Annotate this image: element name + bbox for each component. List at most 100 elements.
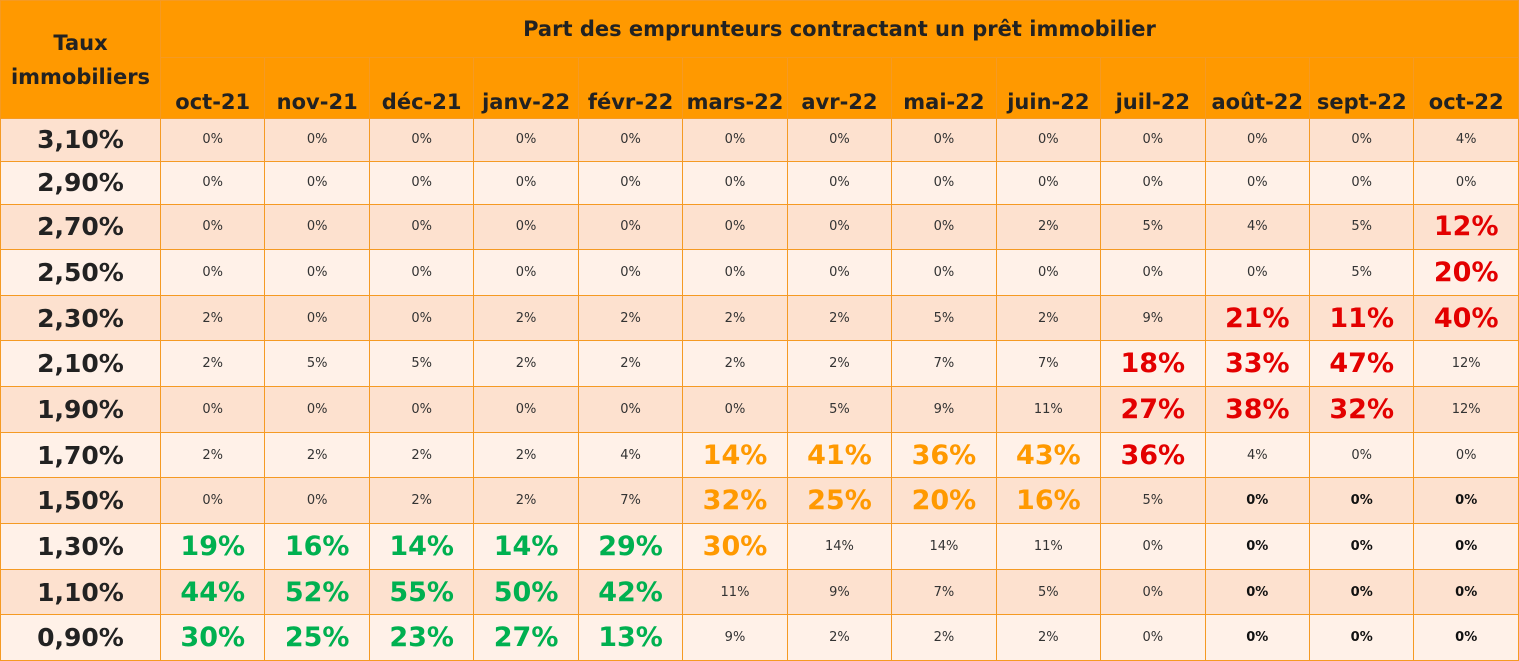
share-cell: 11% [995, 523, 1102, 570]
share-cell: 0% [1413, 477, 1519, 525]
share-cell: 0% [995, 249, 1102, 296]
share-cell: 7% [577, 477, 684, 525]
share-cell: 7% [995, 340, 1102, 388]
rate-cell: 1,30% [0, 523, 161, 570]
share-cell: 14% [891, 523, 997, 570]
share-cell: 2% [786, 294, 893, 342]
month-header: mai-22 [891, 57, 997, 119]
corner-label: Taux immobiliers [0, 0, 161, 119]
share-cell: 0% [159, 249, 266, 296]
share-cell: 2% [891, 614, 997, 661]
share-cell: 30% [159, 614, 266, 661]
share-cell: 9% [786, 568, 893, 616]
share-cell: 2% [577, 340, 684, 388]
table-row: 0,90% 30% 25% 23% 27% 13% 9% 2% 2% 2% 0% 0% 0% 0% [0, 614, 1519, 661]
share-cell: 0% [1204, 568, 1310, 616]
share-cell: 2% [577, 294, 684, 342]
share-cell: 0% [368, 203, 475, 251]
share-cell: 2% [368, 431, 475, 479]
share-cell: 0% [159, 203, 266, 251]
share-cell: 0% [473, 386, 579, 433]
share-cell: 2% [159, 294, 266, 342]
share-cell: 9% [1100, 294, 1206, 342]
share-cell: 11% [682, 568, 788, 616]
share-cell: 0% [995, 160, 1102, 205]
share-cell: 5% [995, 568, 1102, 616]
share-cell: 42% [577, 568, 684, 616]
rate-cell: 1,10% [0, 568, 161, 616]
share-cell: 11% [995, 386, 1102, 433]
share-cell: 0% [1413, 568, 1519, 616]
share-cell: 7% [891, 340, 997, 388]
share-cell: 38% [1204, 386, 1310, 433]
share-cell: 0% [473, 160, 579, 205]
share-cell: 0% [1204, 523, 1310, 570]
share-cell: 5% [1308, 203, 1415, 251]
share-cell: 9% [891, 386, 997, 433]
share-cell: 0% [1100, 568, 1206, 616]
share-cell: 0% [577, 386, 684, 433]
month-header: sept-22 [1308, 57, 1415, 119]
share-cell: 5% [1308, 249, 1415, 296]
share-cell: 0% [891, 203, 997, 251]
share-cell: 0% [786, 160, 893, 205]
share-cell: 16% [995, 477, 1102, 525]
share-cell: 29% [577, 523, 684, 570]
rate-cell: 2,10% [0, 340, 161, 388]
share-cell: 0% [995, 118, 1102, 162]
share-cell: 23% [368, 614, 475, 661]
share-cell: 0% [1308, 477, 1415, 525]
month-header: nov-21 [264, 57, 370, 119]
table-row: 1,70% 2% 2% 2% 2% 4% 14% 41% 36% 43% 36% 4% 0% 0% [0, 431, 1519, 479]
share-cell: 2% [995, 203, 1102, 251]
share-cell: 2% [995, 294, 1102, 342]
share-cell: 0% [577, 203, 684, 251]
share-cell: 0% [368, 118, 475, 162]
share-cell: 2% [473, 294, 579, 342]
share-cell: 0% [368, 249, 475, 296]
share-cell: 36% [1100, 431, 1206, 479]
share-cell: 0% [473, 249, 579, 296]
share-cell: 0% [473, 118, 579, 162]
share-cell: 2% [786, 614, 893, 661]
share-cell: 0% [1204, 249, 1310, 296]
month-header: mars-22 [682, 57, 788, 119]
share-cell: 2% [473, 477, 579, 525]
share-cell: 0% [264, 203, 370, 251]
month-header: juil-22 [1100, 57, 1206, 119]
rate-cell: 1,90% [0, 386, 161, 433]
table-title: Part des emprunteurs contractant un prêt… [160, 0, 1519, 58]
share-cell: 0% [1100, 160, 1206, 205]
share-cell: 0% [264, 249, 370, 296]
share-cell: 0% [264, 386, 370, 433]
share-cell: 30% [682, 523, 788, 570]
share-cell: 0% [1100, 523, 1206, 570]
share-cell: 0% [682, 249, 788, 296]
share-cell: 44% [159, 568, 266, 616]
share-cell: 0% [682, 160, 788, 205]
rate-cell: 3,10% [0, 118, 161, 162]
share-cell: 0% [368, 160, 475, 205]
share-cell: 0% [1308, 614, 1415, 661]
share-cell: 43% [995, 431, 1102, 479]
rate-cell: 2,30% [0, 294, 161, 342]
share-cell: 20% [1413, 249, 1519, 296]
share-cell: 14% [786, 523, 893, 570]
share-cell: 0% [159, 477, 266, 525]
share-cell: 0% [1100, 614, 1206, 661]
share-cell: 0% [1204, 118, 1310, 162]
share-cell: 13% [577, 614, 684, 661]
share-cell: 2% [473, 431, 579, 479]
share-cell: 4% [1204, 431, 1310, 479]
table-row: 1,30% 19% 16% 14% 14% 29% 30% 14% 14% 11% 0% 0% 0% 0% [0, 523, 1519, 570]
share-cell: 2% [682, 294, 788, 342]
rate-cell: 2,70% [0, 203, 161, 251]
month-row: oct-21 nov-21 déc-21 janv-22 févr-22 mars-22 a… [1, 57, 1519, 119]
share-cell: 0% [891, 118, 997, 162]
share-cell: 0% [786, 249, 893, 296]
share-cell: 0% [1308, 160, 1415, 205]
rate-cell: 0,90% [0, 614, 161, 661]
share-cell: 0% [577, 118, 684, 162]
share-cell: 2% [473, 340, 579, 388]
month-header: janv-22 [473, 57, 579, 119]
